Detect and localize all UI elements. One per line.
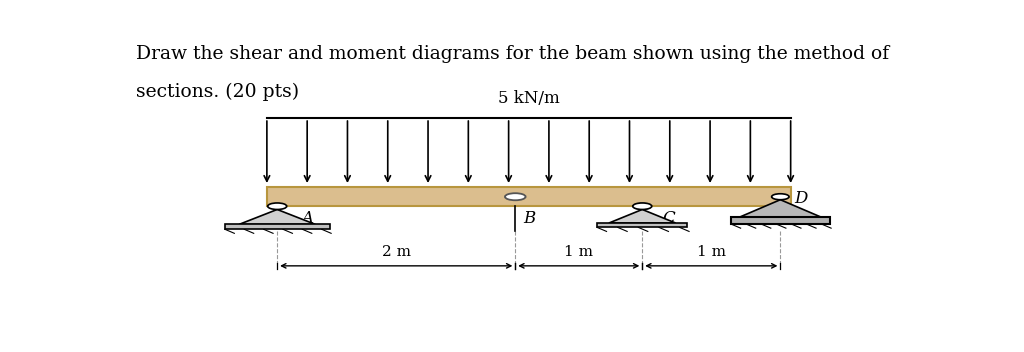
Bar — [267, 187, 791, 206]
Text: 2 m: 2 m — [382, 245, 411, 259]
Polygon shape — [240, 209, 315, 224]
Bar — [225, 224, 330, 229]
Text: 1 m: 1 m — [564, 245, 593, 259]
Circle shape — [505, 193, 525, 200]
Circle shape — [634, 203, 651, 209]
Polygon shape — [739, 200, 821, 217]
Text: B: B — [523, 210, 536, 227]
Bar — [597, 223, 687, 227]
Text: D: D — [795, 190, 808, 207]
Bar — [731, 217, 829, 224]
Text: A: A — [301, 210, 313, 227]
Text: 1 m: 1 m — [696, 245, 726, 259]
Circle shape — [772, 194, 790, 200]
Circle shape — [267, 203, 287, 209]
Text: 5 kN/m: 5 kN/m — [498, 90, 560, 107]
Text: Draw the shear and moment diagrams for the beam shown using the method of: Draw the shear and moment diagrams for t… — [136, 45, 889, 63]
Circle shape — [633, 203, 651, 209]
Text: sections. (20 pts): sections. (20 pts) — [136, 83, 299, 101]
Text: C: C — [663, 210, 675, 227]
Polygon shape — [609, 209, 676, 223]
